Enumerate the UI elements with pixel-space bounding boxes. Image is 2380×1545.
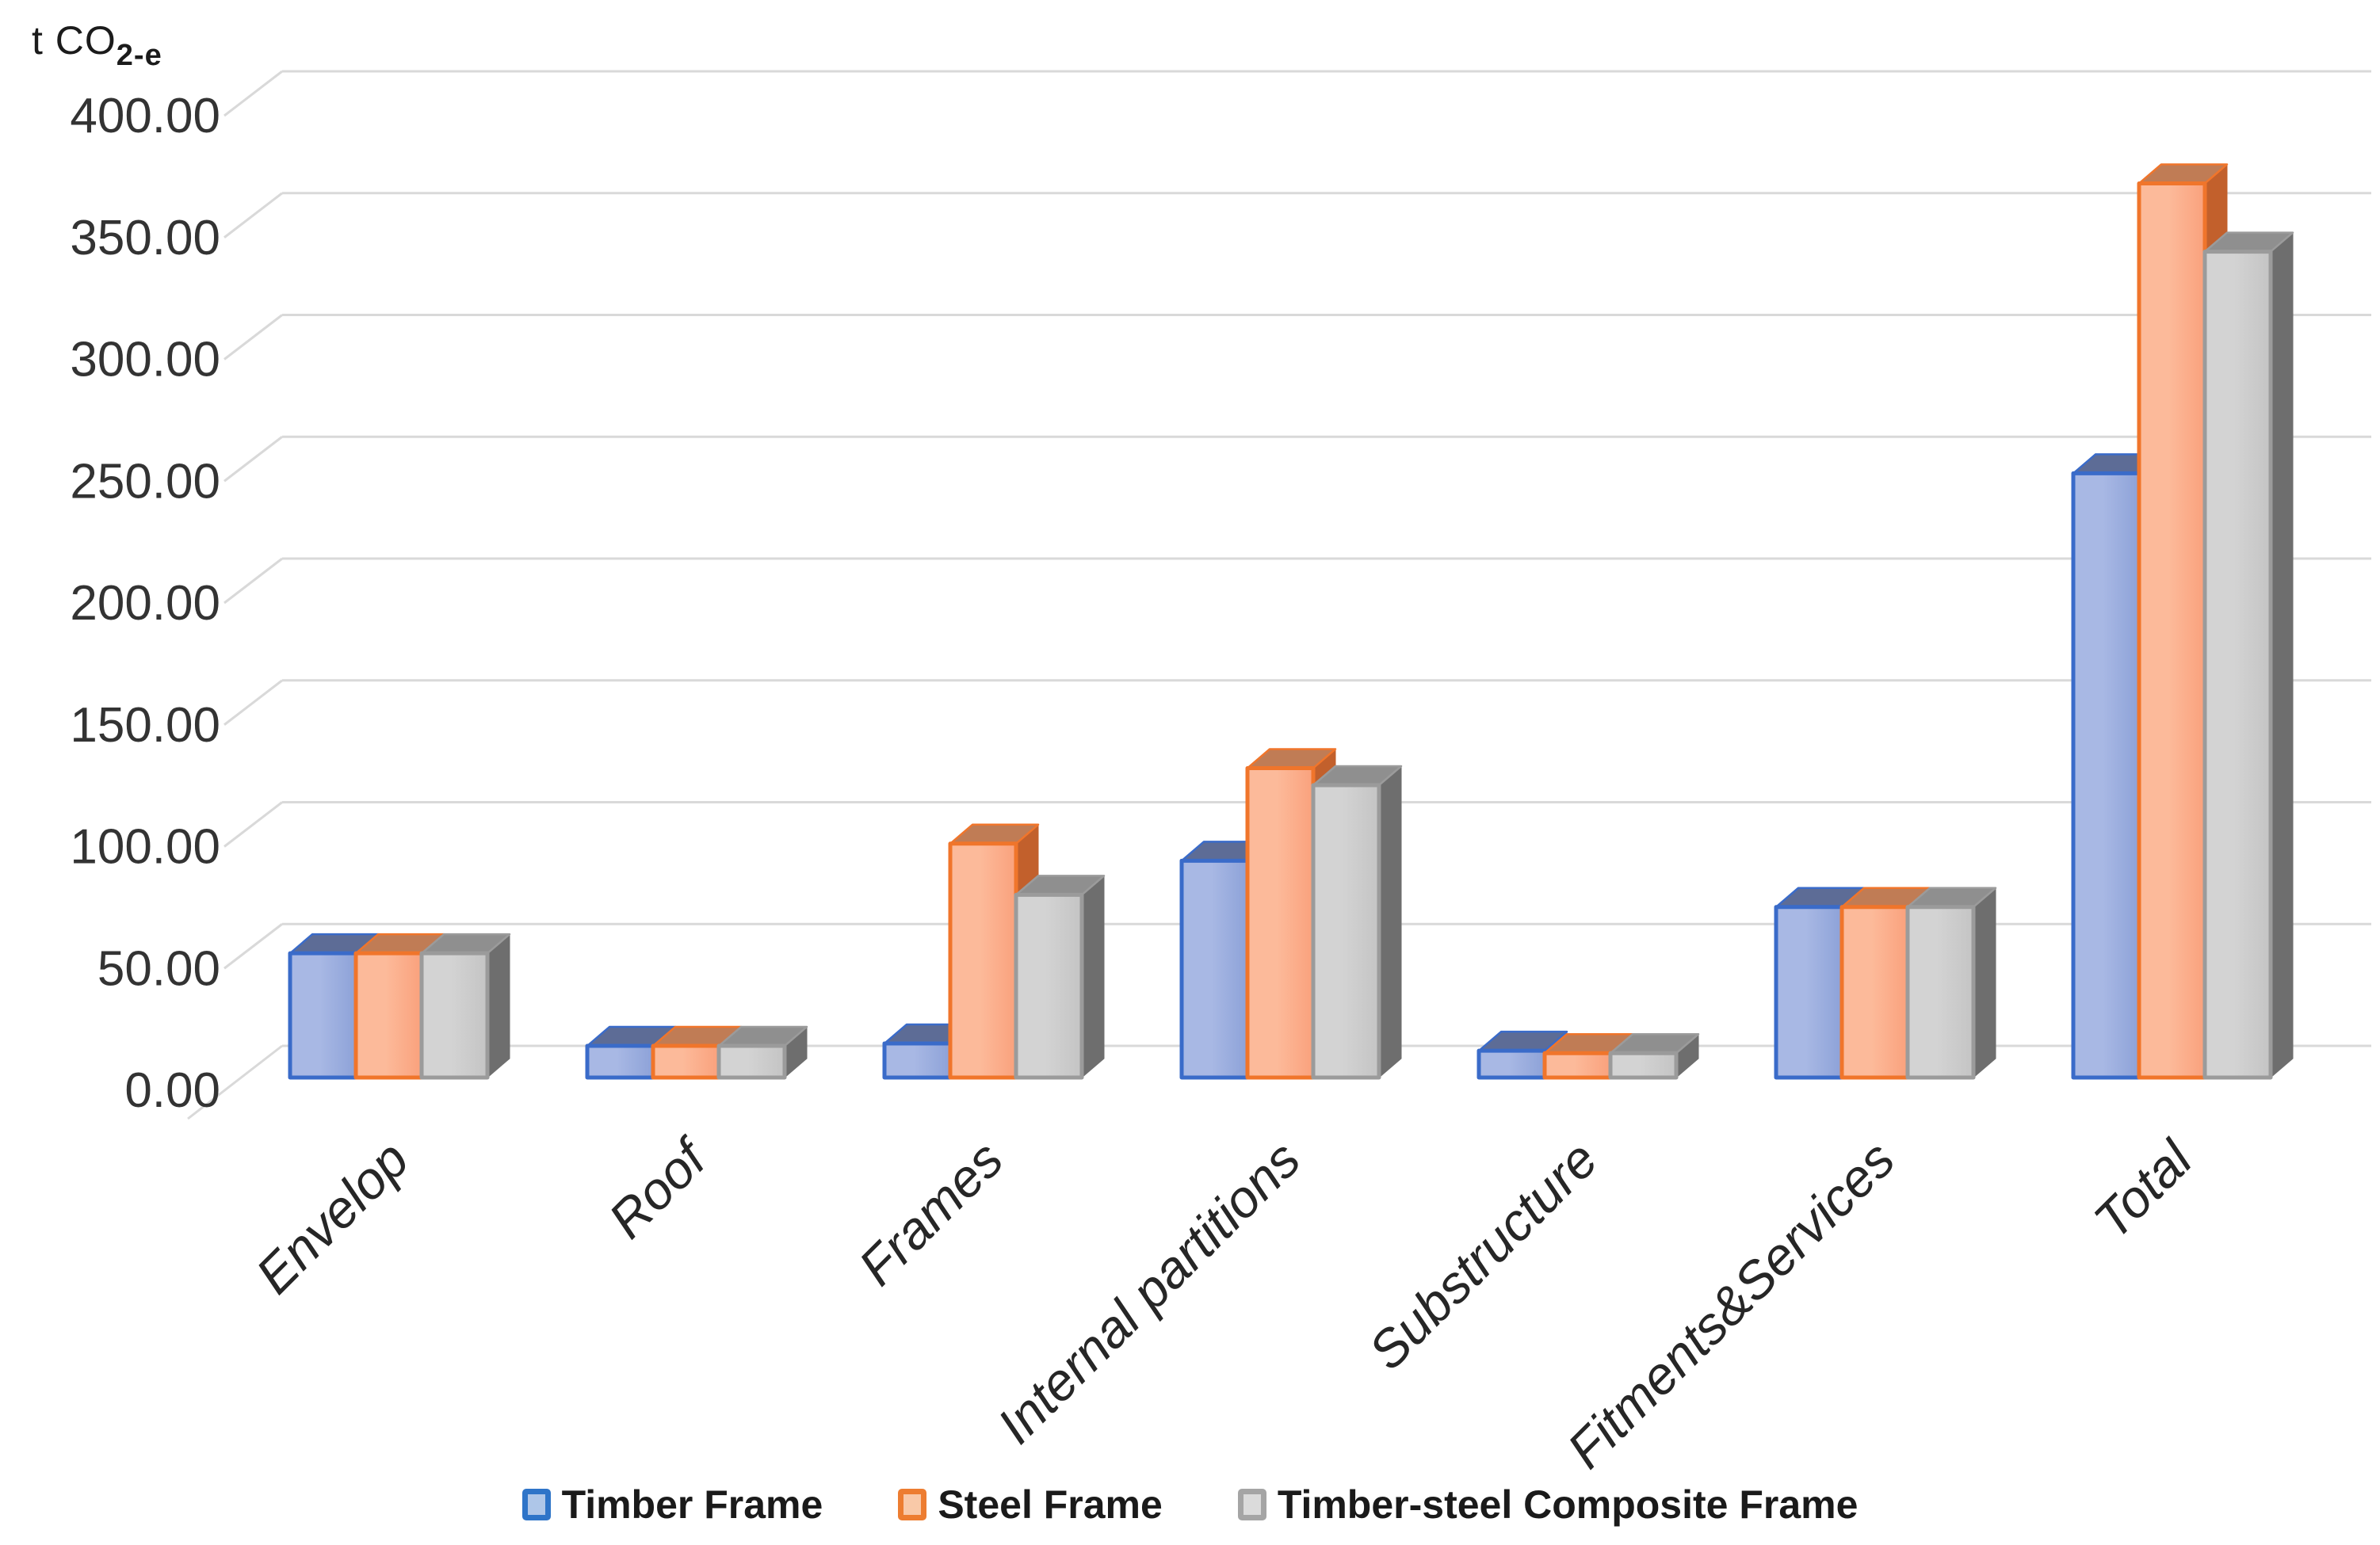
bar-front-face: [1014, 892, 1084, 1080]
legend-item-timber-frame: Timber Frame: [521, 1482, 823, 1528]
bar-timber-steel-composite-frame-frames: [1014, 875, 1106, 1080]
composite-frame-legend-label: Timber-steel Composite Frame: [1277, 1482, 1859, 1527]
y-axis-tick-label-350: 350.00: [70, 211, 220, 265]
steel-frame-legend-marker: [898, 1489, 927, 1520]
bar-front-face: [1477, 1048, 1547, 1080]
timber-frame-legend-marker: [521, 1489, 551, 1520]
bar-front-face: [288, 951, 358, 1080]
y-axis-tick-label-400: 400.00: [70, 89, 220, 143]
bar-timber-steel-composite-frame-internal-partitions: [1311, 765, 1403, 1080]
category-label-envelop: Envelop: [244, 1130, 419, 1305]
axis-connector-400: [223, 70, 283, 117]
bar-side-face: [1081, 875, 1105, 1079]
y-axis-tick-label-300: 300.00: [70, 333, 220, 387]
timber-frame-legend-label: Timber Frame: [561, 1482, 823, 1527]
bar-timber-steel-composite-frame-roof: [716, 1025, 808, 1080]
axis-connector-50: [223, 923, 283, 970]
bar-timber-steel-composite-frame-substructure: [1608, 1033, 1700, 1080]
bar-front-face: [353, 951, 424, 1080]
bar-front-face: [2202, 250, 2273, 1080]
composite-frame-legend-marker: [1237, 1489, 1266, 1520]
legend-item-steel-frame: Steel Frame: [898, 1482, 1163, 1528]
bar-front-face: [585, 1043, 655, 1080]
axis-connector-350: [223, 192, 283, 238]
bar-side-face: [487, 933, 510, 1079]
bar-front-face: [882, 1041, 953, 1080]
axis-connector-100: [223, 801, 283, 848]
bar-side-face: [2270, 231, 2294, 1079]
y-axis-tick-label-150: 150.00: [70, 698, 220, 753]
bar-front-face: [1179, 858, 1250, 1080]
axis-connector-150: [223, 679, 283, 726]
bar-front-face: [1311, 783, 1381, 1080]
y-axis-tick-label-250: 250.00: [70, 454, 220, 509]
bar-timber-steel-composite-frame-envelop: [419, 933, 511, 1080]
bar-front-face: [2071, 471, 2141, 1080]
bar-front-face: [948, 841, 1018, 1080]
bar-front-face: [1839, 905, 1910, 1080]
bar-front-face: [1774, 905, 1844, 1080]
category-label-frames: Frames: [847, 1130, 1014, 1296]
axis-connector-250: [223, 436, 283, 483]
bar-front-face: [716, 1043, 787, 1080]
axis-connector-200: [223, 557, 283, 605]
category-label-internal-partitions: Internal partitions: [986, 1130, 1311, 1455]
y-axis-unit-label: t CO2-e: [32, 17, 162, 72]
bar-front-face: [2137, 181, 2207, 1080]
y-axis-tick-label-200: 200.00: [70, 576, 220, 631]
legend-item-composite-frame: Timber-steel Composite Frame: [1237, 1482, 1859, 1528]
steel-frame-legend-label: Steel Frame: [938, 1482, 1163, 1527]
bar-front-face: [419, 951, 490, 1080]
bar-front-face: [1542, 1051, 1613, 1080]
axis-connector-0: [187, 1044, 283, 1120]
category-label-substructure: Substructure: [1357, 1130, 1608, 1381]
category-label-roof: Roof: [597, 1126, 720, 1249]
bar-front-face: [1608, 1051, 1679, 1080]
category-label-total: Total: [2083, 1128, 2204, 1249]
y-axis-tick-label-100: 100.00: [70, 820, 220, 875]
bar-front-face: [651, 1043, 721, 1080]
legend: Timber Frame Steel Frame Timber-steel Co…: [0, 1471, 2380, 1539]
bar-side-face: [1973, 887, 1996, 1079]
bar-side-face: [1378, 765, 1402, 1079]
y-axis-unit-prefix: t CO: [32, 18, 117, 63]
bar-front-face: [1245, 765, 1316, 1080]
y-axis-unit-subscript: 2-e: [116, 39, 162, 72]
axis-connector-300: [223, 314, 283, 360]
bar-front-face: [1905, 905, 1976, 1080]
y-axis-tick-label-50: 50.00: [97, 941, 220, 996]
category-label-fitments-services: Fitments&Services: [1556, 1130, 1905, 1479]
bar-timber-steel-composite-frame-fitments-services: [1905, 887, 1997, 1080]
bar-timber-steel-composite-frame-total: [2202, 231, 2294, 1080]
y-axis-tick-label-0: 0.00: [124, 1063, 220, 1118]
